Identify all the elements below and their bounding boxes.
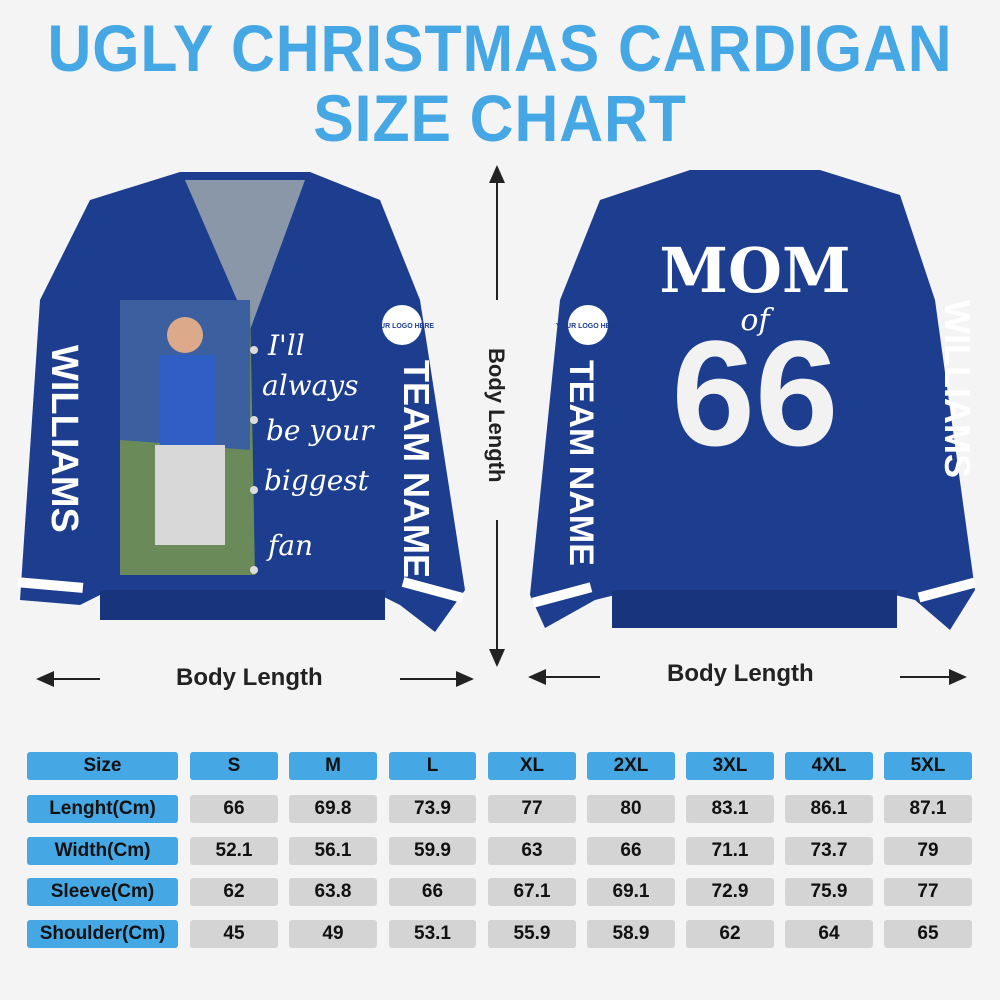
front-sleeve-team: TEAM NAME <box>396 360 437 578</box>
size-header: 4XL <box>785 752 873 780</box>
table-cell: 86.1 <box>785 795 873 823</box>
back-of: of <box>740 303 774 338</box>
table-cell: 69.8 <box>289 795 377 823</box>
table-cell: 69.1 <box>587 878 675 906</box>
table-cell: 66 <box>190 795 278 823</box>
table-cell: 66 <box>587 837 675 865</box>
table-cell: 52.1 <box>190 837 278 865</box>
quote-line: biggest <box>264 464 370 497</box>
table-cell: 65 <box>884 920 972 948</box>
table-cell: 56.1 <box>289 837 377 865</box>
front-quote: I'll always be your biggest fan <box>262 329 375 562</box>
quote-line: fan <box>266 529 313 562</box>
table-cell: 53.1 <box>389 920 476 948</box>
table-cell: 75.9 <box>785 878 873 906</box>
size-header: 3XL <box>686 752 774 780</box>
table-cell: 63.8 <box>289 878 377 906</box>
back-sleeve-name: WILLIAMS <box>937 300 978 478</box>
size-header: L <box>389 752 476 780</box>
size-header: M <box>289 752 377 780</box>
table-cell: 67.1 <box>488 878 576 906</box>
row-label: Lenght(Cm) <box>27 795 178 823</box>
size-header: S <box>190 752 278 780</box>
back-number: 66 <box>672 309 839 477</box>
size-header: 5XL <box>884 752 972 780</box>
table-cell: 73.7 <box>785 837 873 865</box>
size-header: 2XL <box>587 752 675 780</box>
table-cell: 77 <box>488 795 576 823</box>
size-label-header: Size <box>27 752 178 780</box>
front-body-length: Body Length <box>170 664 329 692</box>
table-cell: 58.9 <box>587 920 675 948</box>
front-cardigan-image <box>17 172 465 632</box>
title-line-2: SIZE CHART <box>313 81 687 155</box>
table-cell: 62 <box>190 878 278 906</box>
table-cell: 73.9 <box>389 795 476 823</box>
size-header: XL <box>488 752 576 780</box>
table-cell: 77 <box>884 878 972 906</box>
table-cell: 45 <box>190 920 278 948</box>
table-cell: 62 <box>686 920 774 948</box>
table-cell: 80 <box>587 795 675 823</box>
table-cell: 55.9 <box>488 920 576 948</box>
table-cell: 71.1 <box>686 837 774 865</box>
back-sleeve-team: TEAM NAME <box>562 360 600 566</box>
back-logo-text: YOUR LOGO HERE <box>556 323 621 330</box>
quote-line: always <box>262 369 359 402</box>
back-body-length: Body Length <box>661 660 820 688</box>
row-label: Shoulder(Cm) <box>27 920 178 948</box>
row-label: Width(Cm) <box>27 837 178 865</box>
table-cell: 79 <box>884 837 972 865</box>
quote-line: be your <box>266 414 375 447</box>
table-cell: 66 <box>389 878 476 906</box>
table-cell: 87.1 <box>884 795 972 823</box>
table-cell: 64 <box>785 920 873 948</box>
table-cell: 59.9 <box>389 837 476 865</box>
row-label: Sleeve(Cm) <box>27 878 178 906</box>
front-logo-text: YOUR LOGO HERE <box>370 323 435 330</box>
table-cell: 49 <box>289 920 377 948</box>
table-cell: 83.1 <box>686 795 774 823</box>
table-cell: 72.9 <box>686 878 774 906</box>
quote-line: I'll <box>267 329 305 362</box>
vertical-body-length: Body Length <box>484 348 509 482</box>
measure-arrows <box>36 165 967 687</box>
back-title: MOM <box>659 234 850 307</box>
back-cardigan-image <box>530 170 977 630</box>
table-cell: 63 <box>488 837 576 865</box>
front-sleeve-name: WILLIAMS <box>43 345 85 533</box>
title-line-1: UGLY CHRISTMAS CARDIGAN <box>47 11 953 85</box>
